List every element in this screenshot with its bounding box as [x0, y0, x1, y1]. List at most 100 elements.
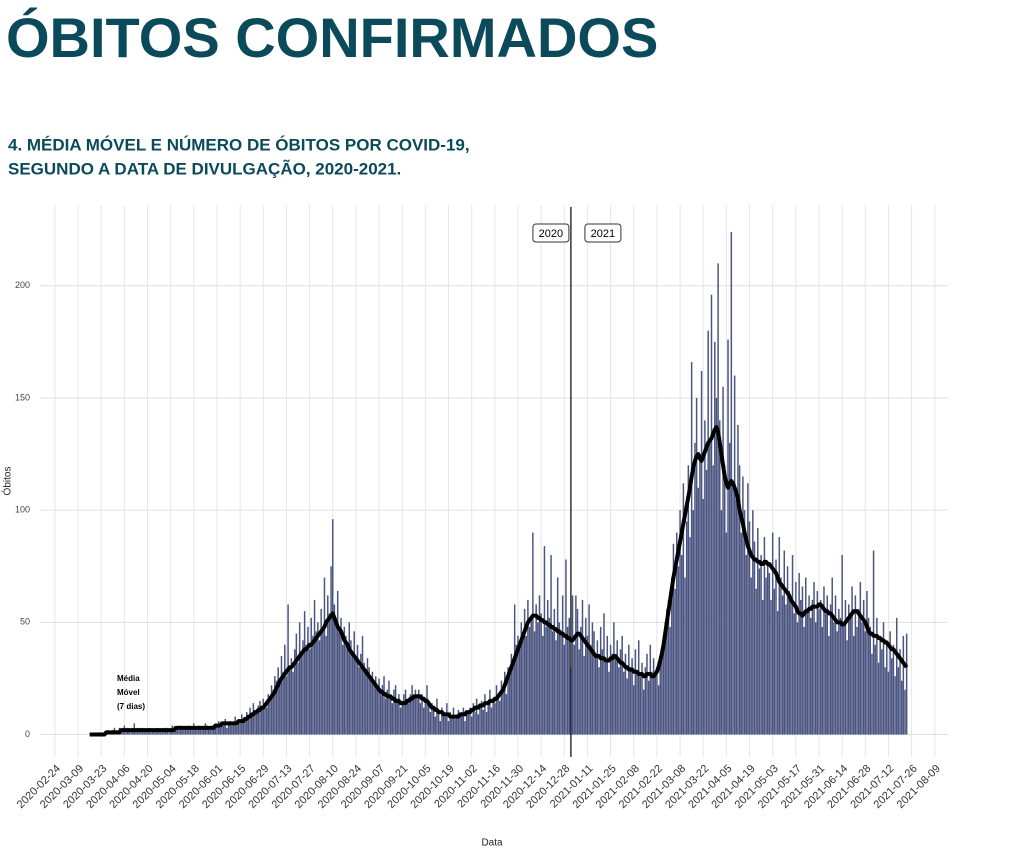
bar	[518, 649, 521, 735]
bar	[899, 649, 901, 735]
bar	[532, 532, 534, 735]
bar	[537, 622, 539, 735]
annotation: Móvel	[117, 688, 140, 697]
bar	[606, 635, 609, 735]
bar	[403, 694, 405, 735]
bar	[199, 727, 202, 735]
bar	[257, 705, 260, 735]
bar	[851, 586, 853, 735]
bar	[315, 631, 317, 735]
bar	[140, 730, 142, 735]
bar	[158, 730, 160, 735]
bar	[191, 730, 193, 735]
bar	[270, 685, 273, 735]
bar	[780, 577, 782, 735]
bar	[566, 626, 569, 735]
bar	[356, 644, 359, 735]
bar	[399, 707, 402, 735]
bar	[522, 640, 524, 735]
bar	[477, 714, 480, 735]
bar	[363, 662, 365, 735]
bar	[487, 703, 489, 735]
bar	[561, 595, 564, 735]
bar	[594, 653, 597, 735]
bar	[839, 617, 842, 735]
bar	[292, 671, 294, 735]
bar	[310, 617, 312, 735]
bar	[333, 604, 336, 735]
bar	[482, 709, 484, 735]
bar	[313, 599, 316, 735]
bar	[365, 671, 367, 735]
bar	[432, 707, 435, 735]
bar	[548, 617, 551, 735]
bar	[849, 613, 852, 735]
bar	[588, 604, 590, 735]
bar	[335, 622, 337, 735]
bar	[530, 617, 532, 735]
bar	[809, 617, 812, 735]
bar	[877, 662, 880, 735]
bar	[801, 586, 804, 735]
bar	[813, 581, 815, 735]
bar	[684, 577, 686, 735]
bar	[872, 550, 875, 735]
bar	[384, 698, 387, 735]
bar	[279, 685, 281, 735]
bar	[634, 649, 637, 735]
bar	[164, 730, 167, 735]
bar	[284, 644, 286, 735]
bar	[902, 635, 905, 735]
bar	[543, 546, 546, 735]
bar	[198, 725, 200, 735]
bar	[613, 622, 615, 735]
bar	[168, 732, 170, 735]
bar	[176, 727, 179, 735]
bar	[234, 716, 236, 735]
bar	[474, 712, 476, 735]
bar	[719, 420, 721, 735]
bar	[371, 671, 374, 735]
bar	[884, 667, 886, 735]
bar	[269, 700, 271, 735]
bar	[836, 631, 838, 735]
bar	[803, 626, 805, 735]
bar	[389, 694, 392, 735]
bar	[131, 730, 134, 735]
bar	[591, 622, 594, 735]
bar	[297, 662, 299, 735]
bar	[580, 626, 582, 735]
bar	[585, 617, 587, 735]
bar	[351, 653, 354, 735]
bar	[128, 730, 131, 735]
bar	[709, 442, 711, 735]
x-axis-label: Data	[481, 838, 503, 849]
bar	[763, 537, 766, 735]
bar	[318, 640, 321, 735]
bar	[527, 599, 529, 735]
bar	[360, 653, 362, 735]
bar	[795, 581, 797, 735]
bar	[262, 698, 265, 735]
bar	[869, 626, 872, 735]
bar	[854, 595, 857, 735]
bar	[892, 644, 895, 735]
bar	[814, 622, 817, 735]
bar	[565, 559, 567, 735]
bar	[646, 653, 648, 735]
bar	[601, 649, 604, 735]
bar	[492, 698, 494, 735]
bar	[510, 653, 513, 735]
bar	[340, 617, 342, 735]
bar	[323, 577, 326, 735]
bar	[867, 617, 870, 735]
bar	[459, 716, 461, 735]
bar	[768, 573, 771, 735]
bar	[707, 330, 709, 735]
bar	[808, 595, 810, 735]
bar	[576, 608, 579, 735]
bar	[320, 608, 322, 735]
bar	[833, 622, 835, 735]
bar	[695, 397, 698, 735]
